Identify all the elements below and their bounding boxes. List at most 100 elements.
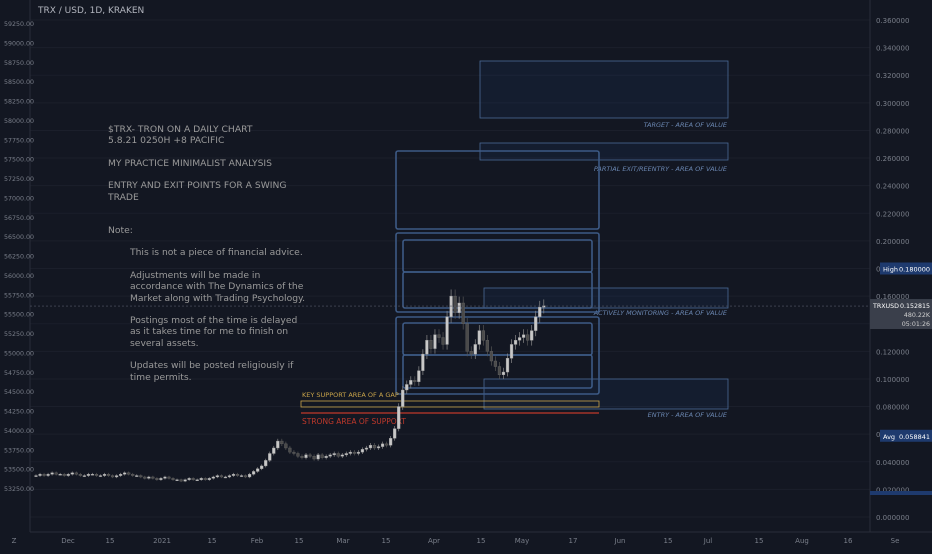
candle (42, 474, 46, 476)
notes-date: 5.8.21 0250H +8 PACIFIC (108, 135, 225, 147)
candle (320, 454, 324, 458)
candle (356, 451, 360, 454)
notes-title: $TRX- TRON ON A DAILY CHART (108, 124, 253, 135)
candle (304, 454, 308, 458)
candle (171, 478, 175, 480)
candle (372, 445, 377, 449)
candle (127, 472, 131, 475)
candle (526, 334, 530, 341)
strong-support-label: STRONG AREA OF SUPPORT (302, 417, 406, 426)
candle (239, 475, 244, 477)
time-tick-label: 2021 (153, 537, 171, 545)
candle (106, 474, 111, 476)
candle (260, 465, 264, 469)
candle (276, 440, 280, 449)
candle (223, 476, 228, 479)
right-tick-label: 0.160000 (876, 293, 909, 301)
monitoring-zone (483, 287, 729, 309)
right-tick-label: 0.020000 (876, 486, 909, 494)
candle (340, 454, 344, 457)
right-tick-label: 0.220000 (876, 210, 909, 218)
candle (288, 447, 292, 453)
monitoring-zone-label: ACTIVELY MONITORING - AREA OF VALUE (593, 309, 728, 317)
candle (280, 440, 284, 445)
candle (252, 471, 256, 475)
candle (131, 474, 135, 476)
left-tick-label: 59250.00 (4, 21, 34, 28)
candle (481, 330, 485, 341)
time-tick-label: 15 (106, 537, 115, 545)
candle (123, 472, 127, 475)
right-tick-label: 0.080000 (876, 404, 909, 412)
candle (308, 454, 312, 457)
analysis-box-upper (395, 150, 600, 230)
current-price-tag (870, 299, 932, 330)
candle (78, 474, 82, 476)
left-tick-label: 56500.00 (4, 234, 34, 241)
current-price: 0.152815 (900, 303, 930, 310)
left-tick-label: 55500.00 (4, 312, 34, 319)
candles (34, 289, 546, 483)
left-tick-label: 54000.00 (4, 428, 34, 435)
right-tick-label: 0.260000 (876, 155, 909, 163)
candle (513, 340, 518, 345)
analysis-box-middle (395, 232, 600, 313)
candle (368, 445, 373, 449)
avg-level-label: Avg (883, 433, 895, 441)
candle (38, 474, 42, 476)
time-tick-label: Aug (795, 537, 809, 545)
candle (272, 447, 276, 454)
left-tick-label: 53250.00 (4, 486, 34, 493)
candle (409, 380, 413, 385)
candle (159, 478, 163, 480)
candle (54, 472, 58, 475)
candle (376, 446, 381, 449)
candle (86, 474, 90, 476)
candle (211, 476, 215, 479)
right-tick-label: 0.100000 (876, 376, 909, 384)
left-tick-label: 57000.00 (4, 195, 34, 202)
candle (401, 389, 405, 407)
candle (393, 428, 397, 439)
countdown-readout: 05:01:26 (902, 321, 930, 328)
notes-adjustments: Adjustments will be made in accordance w… (130, 269, 306, 304)
analysis-notes: $TRX- TRON ON A DAILY CHART 5.8.21 0250H… (108, 124, 308, 383)
candle (312, 456, 316, 460)
time-tick-label: 15 (208, 537, 217, 545)
candle (477, 330, 481, 345)
candle (473, 344, 477, 355)
time-tick-label: Jul (703, 537, 713, 545)
candle (433, 334, 437, 349)
analysis-sub-box (402, 271, 593, 309)
candle (538, 306, 542, 318)
candle (90, 474, 95, 476)
candle (98, 475, 103, 477)
partial-level-tag (870, 491, 932, 495)
high-level-tag (880, 262, 932, 275)
candle (231, 474, 236, 476)
candle (195, 479, 199, 481)
candle (497, 366, 502, 376)
left-tick-label: 57250.00 (4, 176, 34, 183)
candle (191, 478, 195, 480)
candle (518, 337, 522, 341)
candle (235, 474, 240, 476)
candle (509, 344, 514, 359)
right-tick-label: 0.000000 (876, 514, 909, 522)
candle (143, 476, 147, 479)
candle (179, 479, 183, 482)
candle (489, 351, 493, 362)
candle (445, 316, 449, 345)
candle (522, 334, 526, 338)
candle (328, 454, 332, 457)
candle (493, 360, 498, 367)
left-tick-label: 53750.00 (4, 447, 34, 454)
candle (352, 451, 356, 454)
candle (465, 323, 469, 352)
time-axis: Dec 15 2021 15 Feb 15 Mar 15 Apr 15 May 17 Jun 15 Jul 1… (12, 531, 932, 545)
analysis-sub-box (402, 354, 593, 389)
time-tick-label: Feb (251, 537, 264, 545)
time-tick-label: Apr (428, 537, 440, 545)
